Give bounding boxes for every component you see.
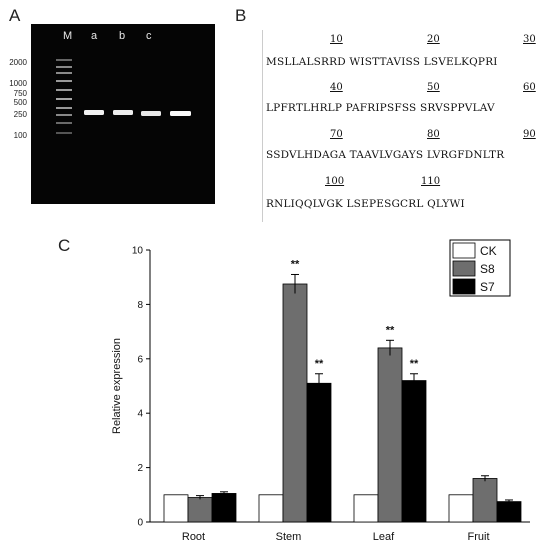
lane-label-b: b	[119, 30, 126, 42]
ladder-band	[56, 132, 72, 134]
gel-image: M a b c	[31, 24, 215, 204]
x-tick-label-leaf: Leaf	[373, 531, 395, 543]
panel-label-b: B	[235, 6, 247, 25]
x-tick-label-fruit: Fruit	[468, 531, 490, 543]
protein-sequence: 10 20 30 MSLLALSRRD WISTTAVISS LSVELKQPR…	[262, 30, 543, 222]
legend-swatch-s8	[452, 260, 476, 277]
seq-number-110: 110	[421, 176, 441, 187]
legend-swatch-s7	[452, 278, 476, 295]
bar-root-s8	[187, 497, 213, 523]
significance-label: **	[410, 358, 419, 370]
bar-leaf-ck	[353, 494, 379, 523]
gel-bands	[56, 59, 191, 134]
ladder-label-2000: 2000	[9, 58, 27, 67]
sample-band-b	[113, 110, 133, 115]
y-tick-label: 0	[137, 518, 143, 529]
y-tick-label: 8	[137, 300, 143, 311]
ladder-band	[56, 107, 72, 109]
ladder-band	[56, 98, 72, 100]
bar-stem-ck	[258, 494, 284, 523]
ladder-band	[56, 72, 72, 74]
significance-label: **	[315, 358, 324, 370]
significance-label: **	[386, 324, 395, 336]
bar-stem-s8	[282, 283, 308, 523]
seq-number-80: 80	[427, 129, 440, 140]
seq-number-60: 60	[523, 82, 536, 93]
y-tick-label: 6	[137, 354, 143, 365]
sample-band-c	[141, 111, 161, 116]
panel-label-a: A	[9, 6, 21, 25]
sample-band-d	[170, 111, 191, 116]
bar-fruit-ck	[448, 494, 474, 523]
x-tick-label-stem: Stem	[276, 531, 302, 543]
ladder-label-100: 100	[13, 131, 27, 140]
seq-number-30: 30	[523, 34, 536, 45]
ladder-bands	[56, 59, 72, 134]
ladder-label-1000: 1000	[9, 79, 27, 88]
seq-line-2: LPFRTLHRLP PAFRIPSFSS SRVSPPVLAV	[266, 102, 495, 114]
bar-fruit-s8	[472, 478, 498, 523]
bar-root-s7	[211, 493, 237, 523]
seq-number-100: 100	[325, 176, 345, 187]
sample-band-a	[84, 110, 104, 115]
ladder-band	[56, 66, 72, 68]
seq-number-10: 10	[330, 34, 343, 45]
seq-line-4: RNLIQQLVGK LSEPESGCRL QLYWI	[266, 198, 465, 210]
legend-swatch-ck	[452, 242, 476, 259]
lane-label-c: c	[146, 30, 152, 42]
ladder-band	[56, 89, 72, 91]
ladder-band	[56, 59, 72, 61]
sample-bands	[84, 110, 191, 116]
y-tick-label: 2	[137, 463, 143, 474]
seq-number-20: 20	[427, 34, 440, 45]
seq-number-40: 40	[330, 82, 343, 93]
y-tick-label: 4	[137, 409, 143, 420]
y-axis-label: Relative expression	[111, 338, 123, 434]
bar-stem-s7	[306, 382, 332, 523]
ladder-band	[56, 114, 72, 116]
bar-leaf-s8	[377, 347, 403, 523]
x-tick-label-root: Root	[182, 531, 205, 543]
seq-number-50: 50	[427, 82, 440, 93]
panel-label-c: C	[58, 236, 71, 255]
ladder-label-500: 500	[13, 98, 27, 107]
legend-label-s8: S8	[480, 262, 495, 276]
lane-label-m: M	[63, 30, 73, 42]
y-tick-label: 10	[132, 246, 144, 257]
seq-number-70: 70	[330, 129, 343, 140]
seq-number-90: 90	[523, 129, 536, 140]
expression-bar-chart: 0 2 4 6 8 10 Relative expression Root ** ** Stem **…	[111, 239, 530, 543]
lane-label-a: a	[91, 30, 98, 42]
legend-label-s7: S7	[480, 280, 495, 294]
seq-line-1: MSLLALSRRD WISTTAVISS LSVELKQPRI	[266, 56, 498, 68]
bar-leaf-s7	[401, 380, 427, 523]
ladder-label-750: 750	[13, 89, 27, 98]
bar-root-ck	[163, 494, 189, 523]
ladder-band	[56, 122, 72, 124]
legend-label-ck: CK	[480, 244, 497, 258]
ladder-label-250: 250	[13, 110, 27, 119]
significance-label: **	[291, 258, 300, 270]
ladder-band	[56, 80, 72, 82]
bar-fruit-s7	[496, 501, 522, 523]
seq-line-3: SSDVLHDAGA TAAVLVGAYS LVRGFDNLTR	[266, 149, 505, 161]
